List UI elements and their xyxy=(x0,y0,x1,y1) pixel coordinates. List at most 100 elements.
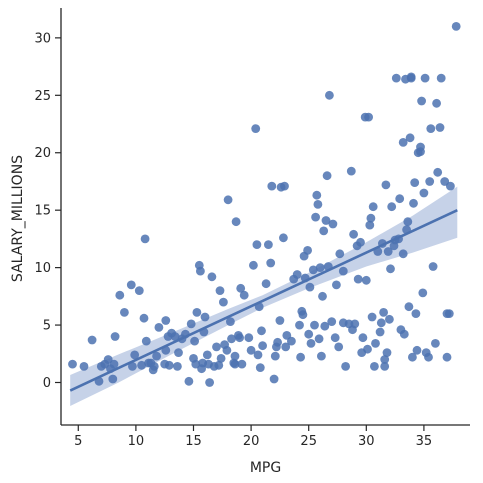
data-point xyxy=(236,283,246,293)
data-point xyxy=(381,180,391,190)
data-point xyxy=(87,335,97,345)
data-point xyxy=(361,275,371,285)
data-point xyxy=(310,320,319,330)
data-point xyxy=(335,249,345,259)
data-point xyxy=(152,351,162,361)
data-point xyxy=(332,280,341,290)
data-point xyxy=(317,351,326,361)
regression-line xyxy=(69,209,458,392)
data-point xyxy=(222,345,232,355)
data-point xyxy=(249,260,258,270)
data-point xyxy=(382,348,392,357)
data-point xyxy=(230,359,240,369)
data-point xyxy=(375,327,385,337)
data-point xyxy=(296,352,305,362)
data-point xyxy=(287,336,296,346)
data-point xyxy=(398,138,408,147)
data-point xyxy=(184,376,194,386)
data-point xyxy=(140,234,150,244)
data-point xyxy=(319,226,329,236)
data-point xyxy=(380,362,390,371)
data-point xyxy=(410,178,420,188)
data-point xyxy=(264,240,273,250)
data-point xyxy=(295,320,304,330)
data-point xyxy=(325,90,334,100)
data-point xyxy=(417,96,426,106)
data-point xyxy=(313,200,323,209)
data-point xyxy=(266,258,276,268)
data-point xyxy=(279,233,288,243)
y-tick-label: 20 xyxy=(34,146,51,161)
data-point xyxy=(141,336,151,346)
data-point xyxy=(186,319,196,329)
data-point xyxy=(251,124,261,133)
data-point xyxy=(110,332,120,341)
data-point xyxy=(292,270,302,279)
data-point xyxy=(130,350,140,360)
data-point xyxy=(269,374,279,384)
data-point xyxy=(303,246,312,255)
data-point xyxy=(196,266,205,276)
x-axis: 5 10 15 20 25 30 35 MPG xyxy=(61,424,470,476)
data-point xyxy=(367,312,377,322)
data-point xyxy=(366,213,376,223)
data-point xyxy=(405,133,415,143)
data-point xyxy=(442,352,452,362)
data-point xyxy=(190,336,200,346)
data-point xyxy=(403,217,413,227)
data-point xyxy=(408,352,417,362)
data-point xyxy=(446,181,455,191)
data-point xyxy=(365,220,375,230)
x-tick-label: 5 xyxy=(74,434,82,449)
data-point xyxy=(358,333,368,343)
data-point xyxy=(416,147,425,157)
data-point xyxy=(275,316,285,325)
y-axis-ticks: 0 5 10 15 20 25 30 xyxy=(34,31,61,391)
data-point xyxy=(435,123,445,132)
x-tick-label: 20 xyxy=(243,434,260,449)
data-point xyxy=(173,362,182,371)
data-point xyxy=(126,280,136,290)
data-point xyxy=(451,22,461,31)
x-tick-label: 15 xyxy=(185,434,202,449)
data-point xyxy=(273,337,282,347)
y-axis: 0 5 10 15 20 25 30 SALARY_MILLIONS xyxy=(10,8,62,425)
data-point xyxy=(280,181,289,191)
data-point xyxy=(412,345,422,355)
data-point xyxy=(311,212,320,222)
data-point xyxy=(322,171,332,181)
data-point xyxy=(431,339,440,348)
data-point xyxy=(79,362,89,371)
data-point xyxy=(364,112,373,122)
data-point xyxy=(120,308,129,317)
data-point xyxy=(432,98,441,108)
data-point xyxy=(161,316,171,325)
data-point xyxy=(395,194,405,204)
data-point xyxy=(371,339,380,348)
data-point xyxy=(424,352,433,362)
data-point xyxy=(231,217,241,227)
data-point xyxy=(68,359,77,369)
data-point xyxy=(391,73,401,83)
data-point xyxy=(356,237,365,247)
data-point xyxy=(219,297,228,307)
data-point xyxy=(170,332,180,341)
y-tick-label: 10 xyxy=(34,261,51,276)
data-point xyxy=(109,359,119,369)
x-axis-ticks: 5 10 15 20 25 30 35 xyxy=(74,425,432,449)
data-point xyxy=(350,319,360,329)
plot-area xyxy=(68,22,461,406)
data-point xyxy=(346,166,356,176)
data-point xyxy=(127,362,137,371)
data-point xyxy=(108,374,118,384)
data-point xyxy=(270,351,280,361)
data-point xyxy=(227,334,236,344)
y-tick-label: 30 xyxy=(34,31,51,46)
data-point xyxy=(363,344,372,354)
data-point xyxy=(235,333,245,343)
data-point xyxy=(376,318,386,328)
data-point xyxy=(385,314,394,324)
x-tick-label: 10 xyxy=(128,434,145,449)
data-point xyxy=(399,329,409,339)
